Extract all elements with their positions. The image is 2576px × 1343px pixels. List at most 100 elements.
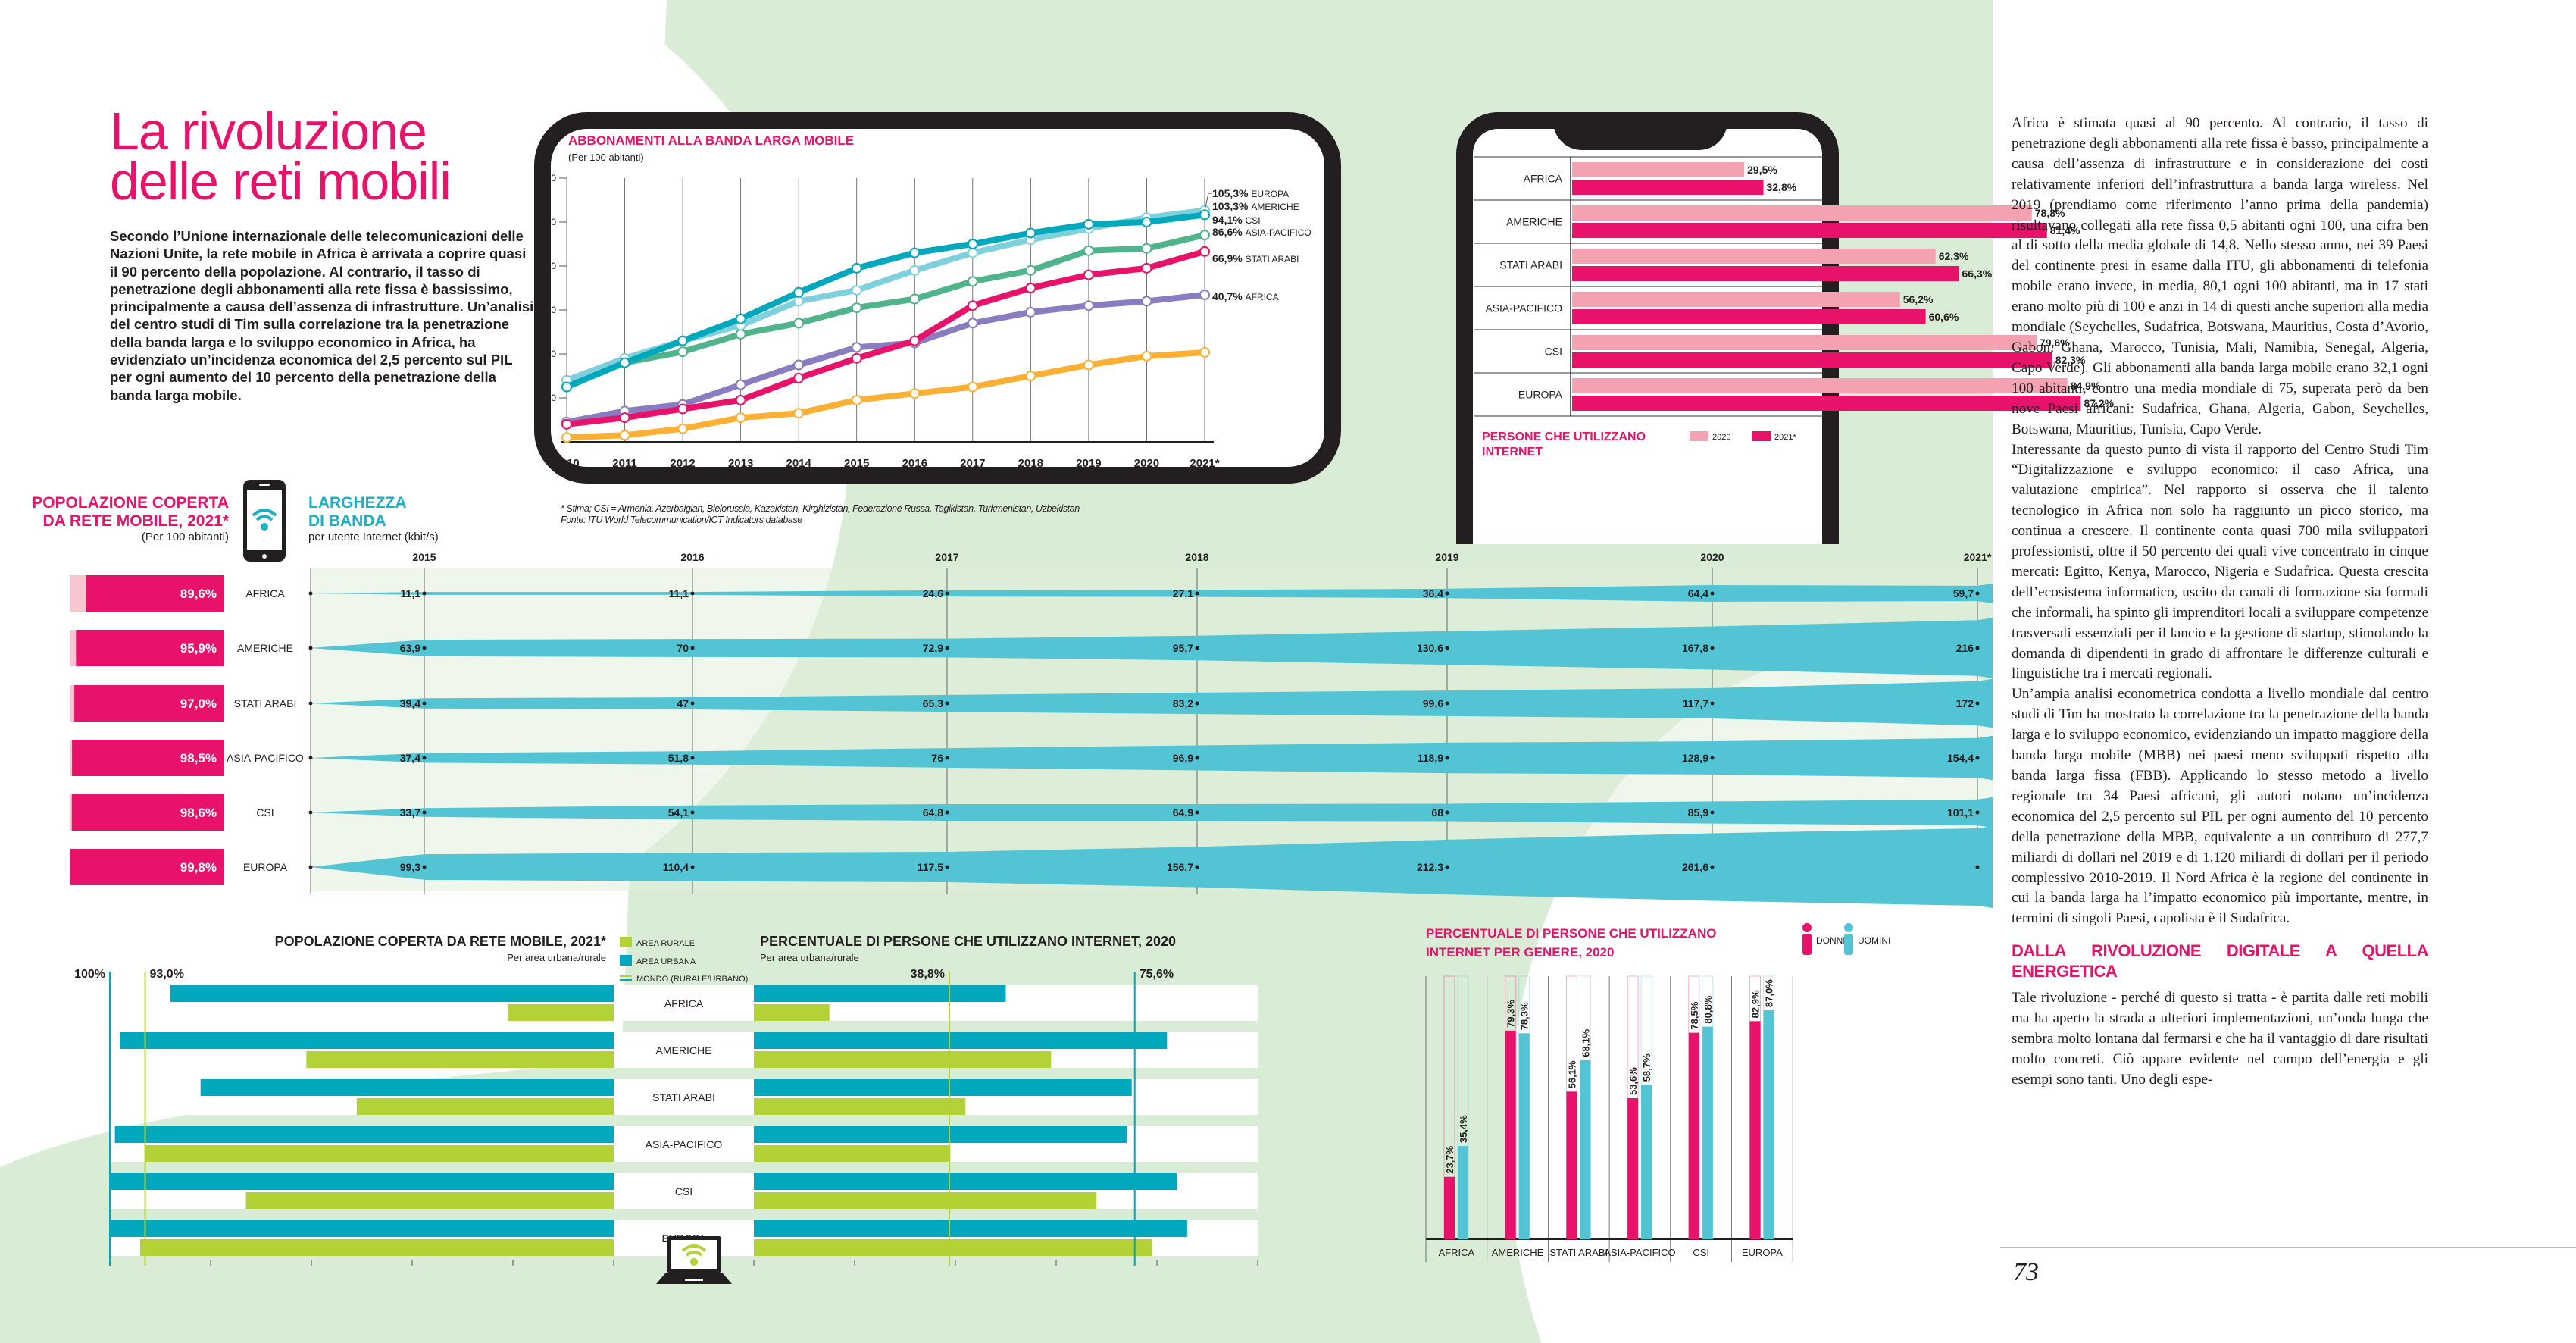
data-point — [1083, 269, 1094, 280]
bandwidth-value: 216 — [1956, 642, 1974, 654]
article-subheading: DALLA RIVOLUZIONE DIGITALE A QUELLA ENER… — [2012, 941, 2429, 981]
value-dot — [690, 865, 695, 869]
value-dot — [690, 756, 695, 760]
person-icon-body — [1802, 934, 1812, 955]
world-reference-label: 93,0% — [150, 968, 184, 981]
value-dot — [422, 646, 427, 650]
bar-2020 — [1572, 378, 2068, 393]
data-point — [1025, 371, 1036, 381]
data-point — [619, 430, 630, 441]
value-dot — [422, 701, 427, 706]
data-point — [1199, 289, 1210, 300]
right-bar-AREA URBANA — [754, 1126, 1127, 1143]
value-dot — [1445, 646, 1449, 650]
category-label: AMERICHE — [656, 1044, 712, 1057]
bar-value: 56,2% — [1903, 293, 1934, 305]
bar-2020 — [1572, 162, 1745, 177]
left-bar-AREA RURALE — [356, 1098, 614, 1115]
right-bar-AREA URBANA — [754, 1032, 1168, 1049]
y-tick-label: 40 — [546, 349, 557, 359]
data-point — [1141, 243, 1152, 254]
year-label: 2020 — [1700, 551, 1724, 563]
bandwidth-value: 96,9 — [1173, 752, 1193, 764]
bandwidth-value: 95,7 — [1173, 642, 1193, 654]
start-dot — [308, 810, 313, 815]
value-dot — [1445, 865, 1449, 869]
y-tick-label: 60 — [546, 305, 557, 315]
bandwidth-value: 117,7 — [1683, 697, 1708, 709]
bandwidth-value: 167,8 — [1682, 642, 1708, 654]
series-label: 94,1% CSI — [1212, 214, 1261, 226]
x-tick-label: 2020 — [1134, 457, 1159, 470]
bar-2021* — [1572, 396, 2081, 411]
chart-title: ABBONAMENTI ALLA BANDA LARGA MOBILE — [568, 133, 854, 148]
x-tick-label: 2015 — [844, 457, 869, 470]
value-dot — [1975, 646, 1980, 650]
right-bar-AREA RURALE — [754, 1004, 830, 1021]
coverage-bar — [72, 740, 224, 776]
leader-line — [1204, 193, 1212, 211]
bar-2021* — [1572, 223, 2047, 238]
bar-value: 78,3% — [1519, 1002, 1530, 1030]
bandwidth-value: 76 — [931, 752, 943, 764]
category-label: STATI ARABI — [1549, 1247, 1608, 1258]
chart-title: INTERNET PER GENERE, 2020 — [1426, 945, 1614, 960]
mobile-broadband-line-chart: ABBONAMENTI ALLA BANDA LARGA MOBILE (Per … — [541, 133, 1311, 470]
data-point — [619, 357, 630, 368]
right-bar-AREA URBANA — [754, 1079, 1132, 1096]
bandwidth-value: 68 — [1431, 806, 1443, 819]
bar-uomini — [1702, 1026, 1713, 1239]
internet-by-gender-chart: PERCENTUALE DI PERSONE CHE UTILIZZANO INT… — [1425, 923, 1890, 1262]
data-point — [851, 262, 862, 274]
data-point — [1199, 209, 1210, 221]
series-value: 40,7% — [1212, 290, 1246, 302]
region-label: CSI — [256, 806, 274, 819]
bar-2020 — [1572, 292, 1900, 307]
series-line-asia-pacifico — [566, 249, 1206, 427]
data-point — [1083, 359, 1094, 371]
year-label: 2018 — [1185, 551, 1208, 563]
left-bar-AREA URBANA — [110, 1220, 614, 1237]
coverage-bar — [76, 630, 224, 666]
bar-2021* — [1572, 352, 2052, 368]
series-label: 105,3% EUROPA — [1212, 187, 1289, 199]
article-paragraph: Un’ampia analisi econometrica condotta a… — [2012, 686, 2428, 927]
bar-donne — [1444, 1176, 1455, 1239]
bandwidth-value: 65,3 — [923, 697, 943, 709]
y-tick-label: 100 — [541, 217, 556, 227]
series-line-americhe — [565, 211, 1205, 390]
bandwidth-value: 128,9 — [1682, 752, 1708, 764]
bandwidth-value: 118,9 — [1418, 752, 1443, 764]
bandwidth-value: 27,1 — [1173, 587, 1193, 599]
value-dot — [1710, 591, 1715, 596]
right-bar-AREA URBANA — [754, 985, 1006, 1002]
bandwidth-value: 54,1 — [668, 806, 689, 819]
bar-uomini — [1641, 1085, 1652, 1239]
phone-notch — [1553, 121, 1727, 150]
page-number: 73 — [2013, 1258, 2039, 1286]
value-dot — [1975, 701, 1980, 706]
left-bar-AREA RURALE — [145, 1145, 614, 1162]
world-reference-label: 100% — [74, 968, 105, 981]
region-label: AFRICA — [245, 587, 285, 599]
bar-value: 56,1% — [1566, 1060, 1577, 1088]
series-value: 103,3% — [1212, 200, 1251, 212]
value-dot — [1195, 756, 1199, 760]
value-dot — [1445, 756, 1449, 760]
article-paragraph: Interessante da questo punto di vista il… — [2012, 441, 2428, 682]
x-tick-label: 2018 — [1018, 457, 1043, 470]
coverage-bar — [74, 685, 224, 722]
value-dot — [1975, 756, 1980, 760]
left-bar-AREA RURALE — [306, 1051, 614, 1068]
bandwidth-band-csi — [311, 797, 1993, 828]
value-dot — [1710, 865, 1715, 869]
right-bar-AREA URBANA — [754, 1220, 1187, 1237]
bandwidth-value: 130,6 — [1417, 642, 1443, 654]
data-point — [1141, 262, 1152, 274]
value-dot — [1445, 591, 1449, 596]
region-label: ASIA-PACIFICO — [227, 752, 304, 764]
data-point — [561, 432, 572, 443]
bar-value: 35,4% — [1458, 1115, 1469, 1143]
chart-title: PERCENTUALE DI PERSONE CHE UTILIZZANO IN… — [760, 934, 1176, 949]
data-point — [1025, 265, 1036, 276]
